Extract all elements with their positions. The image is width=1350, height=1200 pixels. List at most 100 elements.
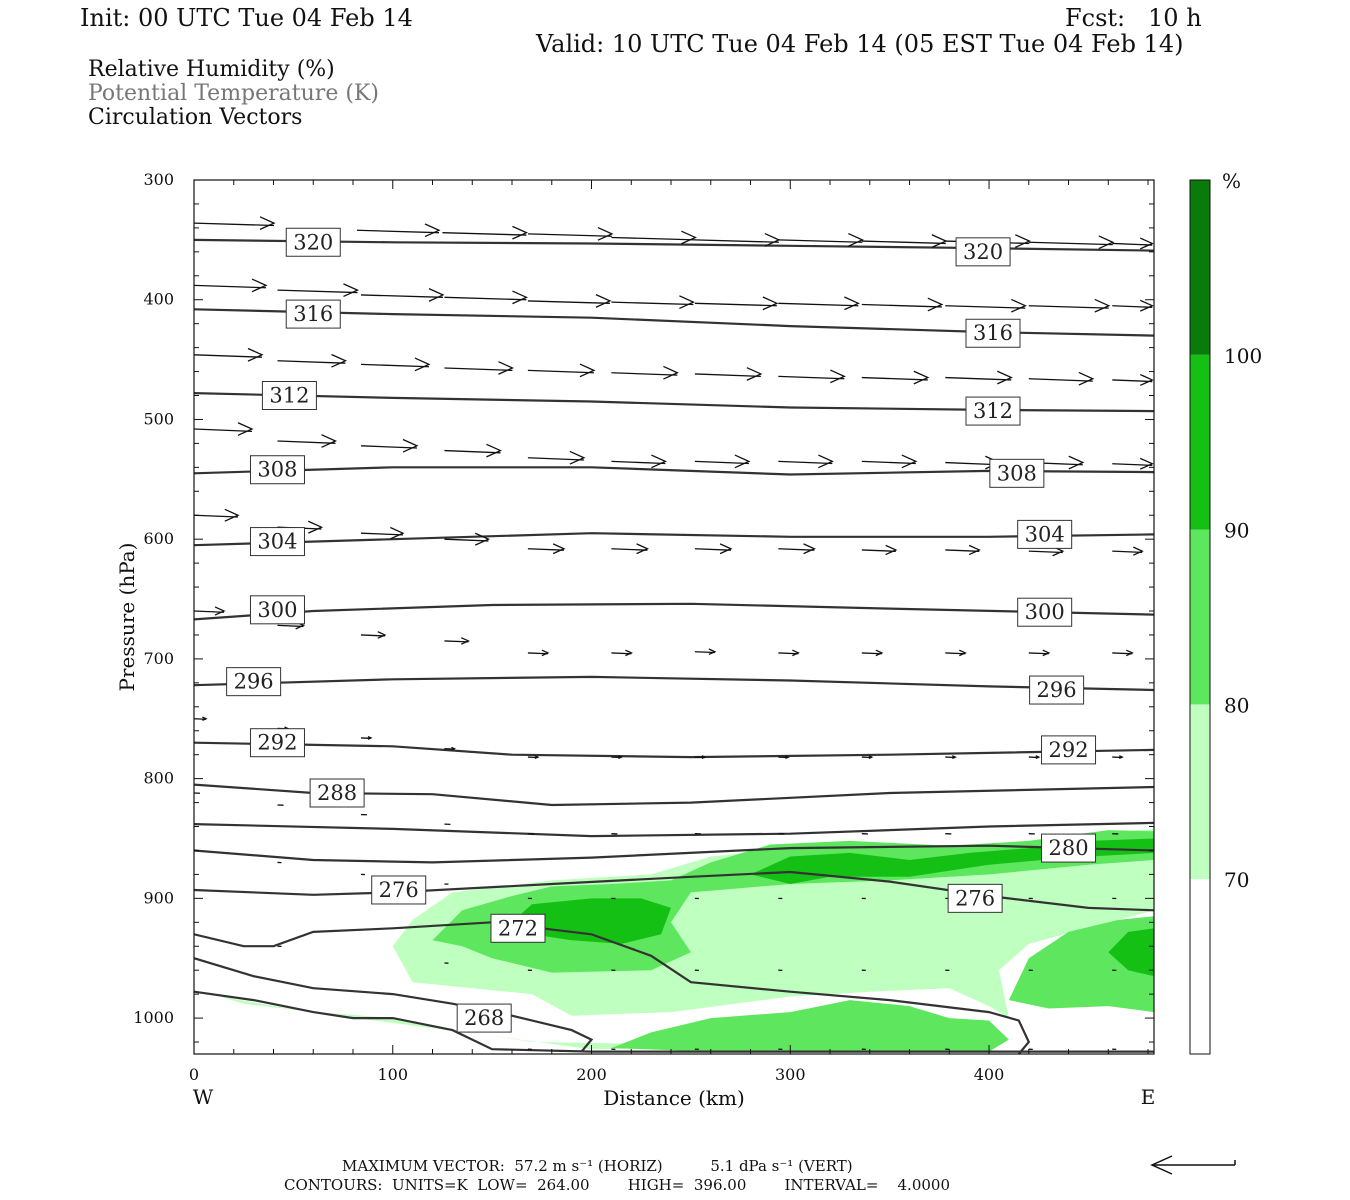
- contour-label: 280: [1048, 836, 1088, 860]
- vector-arrowhead: [679, 295, 695, 310]
- title-circulation-vectors: Circulation Vectors: [88, 105, 303, 130]
- circulation-vector: [194, 284, 267, 289]
- circulation-vector: [861, 460, 916, 465]
- vector-arrowhead: [321, 434, 338, 448]
- circulation-vector: [1112, 463, 1153, 467]
- vector-arrowhead: [597, 226, 614, 241]
- circulation-vector: [360, 532, 403, 536]
- vector-arrowhead: [474, 532, 491, 546]
- vector-arrowhead: [214, 606, 226, 616]
- circulation-vector: [611, 236, 696, 241]
- circulation-vector: [277, 440, 336, 444]
- vector-arrowhead: [512, 290, 529, 305]
- theta-contour-unlabeled-13: [194, 957, 594, 1053]
- circulation-vector: [1028, 550, 1063, 554]
- vector-arrowhead: [424, 223, 441, 238]
- circulation-vector: [1028, 652, 1049, 655]
- circulation-vector: [527, 652, 548, 655]
- colorbar-segment-0: [1190, 879, 1210, 1054]
- circulation-vector: [861, 376, 928, 381]
- circulation-vector: [694, 460, 749, 465]
- vector-arrowhead: [785, 755, 790, 760]
- x-tick-label: 0: [189, 1065, 199, 1084]
- circulation-vector: [356, 229, 440, 234]
- colorbar-units: %: [1222, 169, 1241, 193]
- vector-arrowhead: [792, 649, 800, 657]
- circulation-vector: [194, 222, 275, 227]
- vector-arrowhead: [913, 370, 930, 385]
- vector-arrowhead: [259, 216, 276, 230]
- circulation-vector: [360, 294, 443, 298]
- theta-contour-268: [194, 990, 1154, 1053]
- vector-arrowhead: [1125, 649, 1134, 657]
- theta-contour-320: [194, 238, 1154, 252]
- vector-arrowhead: [1035, 755, 1041, 760]
- vector-arrowhead: [830, 369, 846, 384]
- vector-arrowhead: [701, 755, 707, 760]
- vector-arrowhead: [308, 520, 324, 534]
- colorbar: 70 80 90 100%: [1189, 169, 1262, 1055]
- vector-arrowhead: [708, 648, 717, 656]
- colorbar-level-label: 90: [1224, 519, 1249, 543]
- circulation-vector: [444, 640, 469, 643]
- vector-arrowhead: [901, 454, 918, 469]
- contour-label-box: [947, 883, 1003, 913]
- colorbar-segment-1: [1190, 704, 1210, 880]
- circulation-vector: [360, 634, 385, 637]
- vector-arrowhead: [762, 296, 779, 311]
- circulation-vector: [611, 372, 678, 376]
- vector-arrowhead: [818, 454, 834, 469]
- contour-label-box: [1017, 519, 1073, 549]
- theta-contour-296: [194, 675, 1154, 692]
- plot-frame: [193, 179, 1155, 1055]
- vector-arrowhead: [636, 543, 649, 555]
- vector-arrowhead: [460, 637, 471, 645]
- circulation-vector: [861, 303, 942, 308]
- circulation-vector: [1028, 305, 1109, 309]
- circulation-vector: [611, 652, 632, 655]
- circulation-vector: [527, 300, 610, 304]
- x-end-label-west: W: [193, 1085, 214, 1109]
- forecast-hour: Fcst: 10 h: [1065, 4, 1202, 32]
- circulation-vector: [611, 301, 694, 306]
- y-tick-label: 700: [143, 649, 174, 668]
- y-tick-label: 600: [143, 529, 174, 548]
- vector-arrowhead: [803, 543, 816, 555]
- vector-arrowhead: [498, 361, 515, 375]
- circulation-vector: [527, 548, 564, 551]
- contour-label-box: [965, 318, 1021, 348]
- vector-arrowhead: [224, 508, 240, 522]
- contour-label: 316: [293, 302, 333, 326]
- contour-label-box: [1029, 675, 1085, 705]
- rh-region-4: [512, 898, 671, 944]
- circulation-vector: [442, 232, 527, 236]
- circulation-vector: [778, 652, 799, 655]
- vector-arrowhead: [868, 755, 874, 760]
- contour-label: 296: [234, 670, 274, 694]
- circulation-vector: [360, 363, 429, 368]
- contour-label: 288: [317, 781, 357, 805]
- theta-contour-292: [194, 741, 1154, 759]
- vector-arrowhead: [331, 353, 348, 368]
- circulation-vector: [861, 549, 896, 552]
- vector-arrowhead: [844, 296, 860, 311]
- vector-arrowhead: [1139, 457, 1154, 470]
- init-time: Init: 00 UTC Tue 04 Feb 14: [80, 4, 413, 32]
- footer-contours: CONTOURS: UNITS=K LOW= 264.00 HIGH= 396.…: [284, 1176, 950, 1194]
- circulation-vector: [694, 239, 779, 243]
- rh-region-2: [611, 1000, 1009, 1052]
- circulation-vector: [778, 302, 859, 307]
- circulation-vector: [778, 548, 815, 551]
- vector-arrowhead: [343, 283, 360, 298]
- theta-contour-280: [194, 844, 1154, 864]
- contour-label: 312: [269, 384, 309, 408]
- circulation-vector: [945, 376, 1012, 381]
- x-tick-label: 300: [775, 1065, 806, 1084]
- circulation-vector: [694, 651, 715, 654]
- circulation-vector: [444, 449, 501, 454]
- theta-contour-272: [194, 921, 1031, 1054]
- vector-arrowhead: [885, 544, 898, 556]
- circulation-vector: [527, 369, 594, 374]
- vector-arrowhead: [402, 438, 419, 453]
